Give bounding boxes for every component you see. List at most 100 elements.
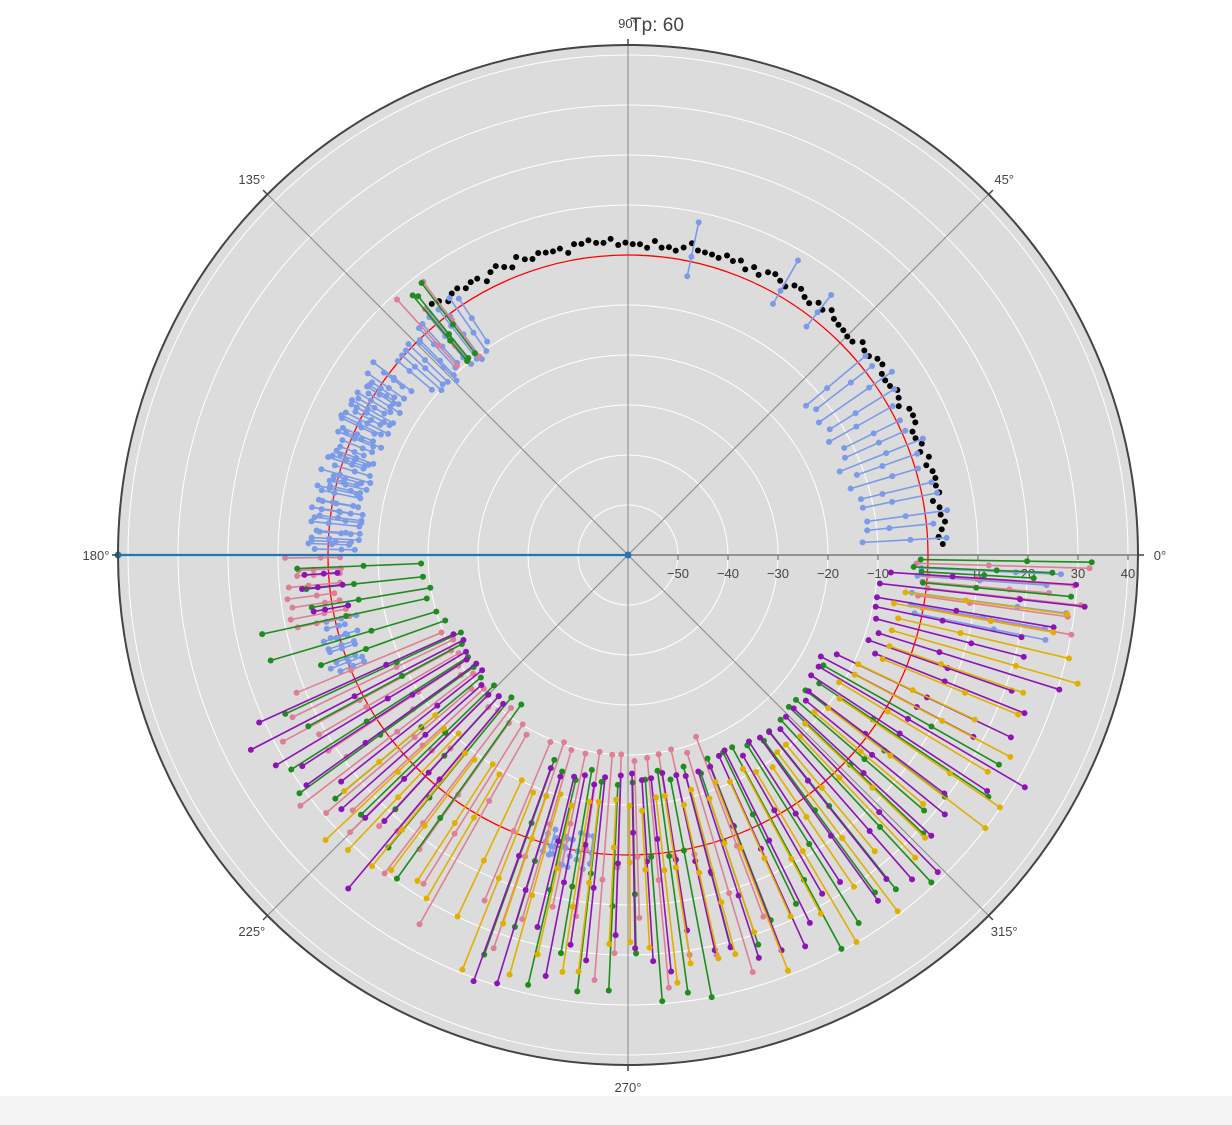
series-marker [272,762,279,769]
series-marker [334,569,341,576]
series-marker [522,886,529,893]
series-marker [542,972,549,979]
series-marker [811,709,818,716]
series-marker [398,352,405,359]
series-marker [602,774,609,781]
series-line [418,734,528,925]
series-marker [622,239,629,246]
series-marker [873,615,880,622]
series-marker [817,653,824,660]
series-marker [349,461,356,468]
series-marker [923,462,930,469]
series-marker [630,829,637,836]
series-marker [351,456,358,463]
radial-tick-label: −10 [867,566,889,581]
series-marker [777,287,784,294]
series-marker [961,689,968,696]
series-marker [267,657,274,664]
series-marker [583,957,590,964]
series-marker [866,384,873,391]
series-marker [559,768,566,775]
series-line [722,752,797,905]
series-marker [836,695,843,702]
series-line [669,779,713,998]
series-marker [792,810,799,817]
series-line [456,779,523,917]
series-line [917,594,1068,618]
series-line [548,829,557,855]
series-marker [751,929,758,936]
series-marker [462,750,469,757]
series-line [358,397,385,415]
series-line [318,652,460,736]
series-marker [314,584,321,591]
series-marker [547,765,554,772]
series-marker [784,967,791,974]
series-marker [872,650,879,657]
series-marker [355,395,362,402]
series-marker [609,751,616,758]
series-marker [299,763,306,770]
series-line [270,610,437,662]
series-line [690,789,737,955]
series-marker [299,585,306,592]
series-marker [399,673,406,680]
series-marker [887,569,894,576]
series-marker [896,730,903,737]
series-line [390,759,475,871]
series-marker [661,867,668,874]
series-line [857,663,976,721]
radial-tick-label: −30 [767,566,789,581]
series-marker [351,448,358,455]
series-marker [331,462,338,469]
series-marker [371,430,378,437]
series-marker [501,263,508,270]
series-marker [798,285,805,292]
series-marker [284,596,291,603]
series-marker [721,747,728,754]
series-marker [803,323,810,330]
series-marker [399,383,406,390]
series-line [875,618,1024,658]
series-marker [316,528,323,535]
series-marker [479,667,486,674]
series-marker [391,394,398,401]
series-marker [450,636,457,643]
series-marker [727,944,734,951]
series-marker [428,300,435,307]
series-marker [777,277,784,284]
series-line [313,604,349,613]
series-marker [494,980,501,987]
series-line [356,406,385,423]
series-marker [749,811,756,818]
series-marker [599,876,606,883]
series-marker [338,806,345,813]
series-line [287,592,335,601]
series-line [307,643,463,727]
series-marker [432,712,439,719]
series-marker [354,491,361,498]
angular-tick-mark [262,915,268,921]
series-line [856,453,918,476]
series-marker [586,879,593,886]
series-marker [646,944,653,951]
series-marker [636,914,643,921]
series-marker [388,867,395,874]
series-marker [326,485,333,492]
series-marker [481,897,488,904]
series-marker [806,840,813,847]
series-marker [787,913,794,920]
series-marker [814,309,821,316]
series-marker [864,527,871,534]
series-marker [785,703,792,710]
series-line [290,608,346,621]
series-line [822,664,1000,766]
series-marker [370,460,377,467]
series-line [575,751,601,917]
series-marker [920,579,927,586]
series-line [882,658,1019,716]
series-marker [704,755,711,762]
series-line [891,629,1078,685]
series-marker [557,773,564,780]
series-line [320,619,446,666]
